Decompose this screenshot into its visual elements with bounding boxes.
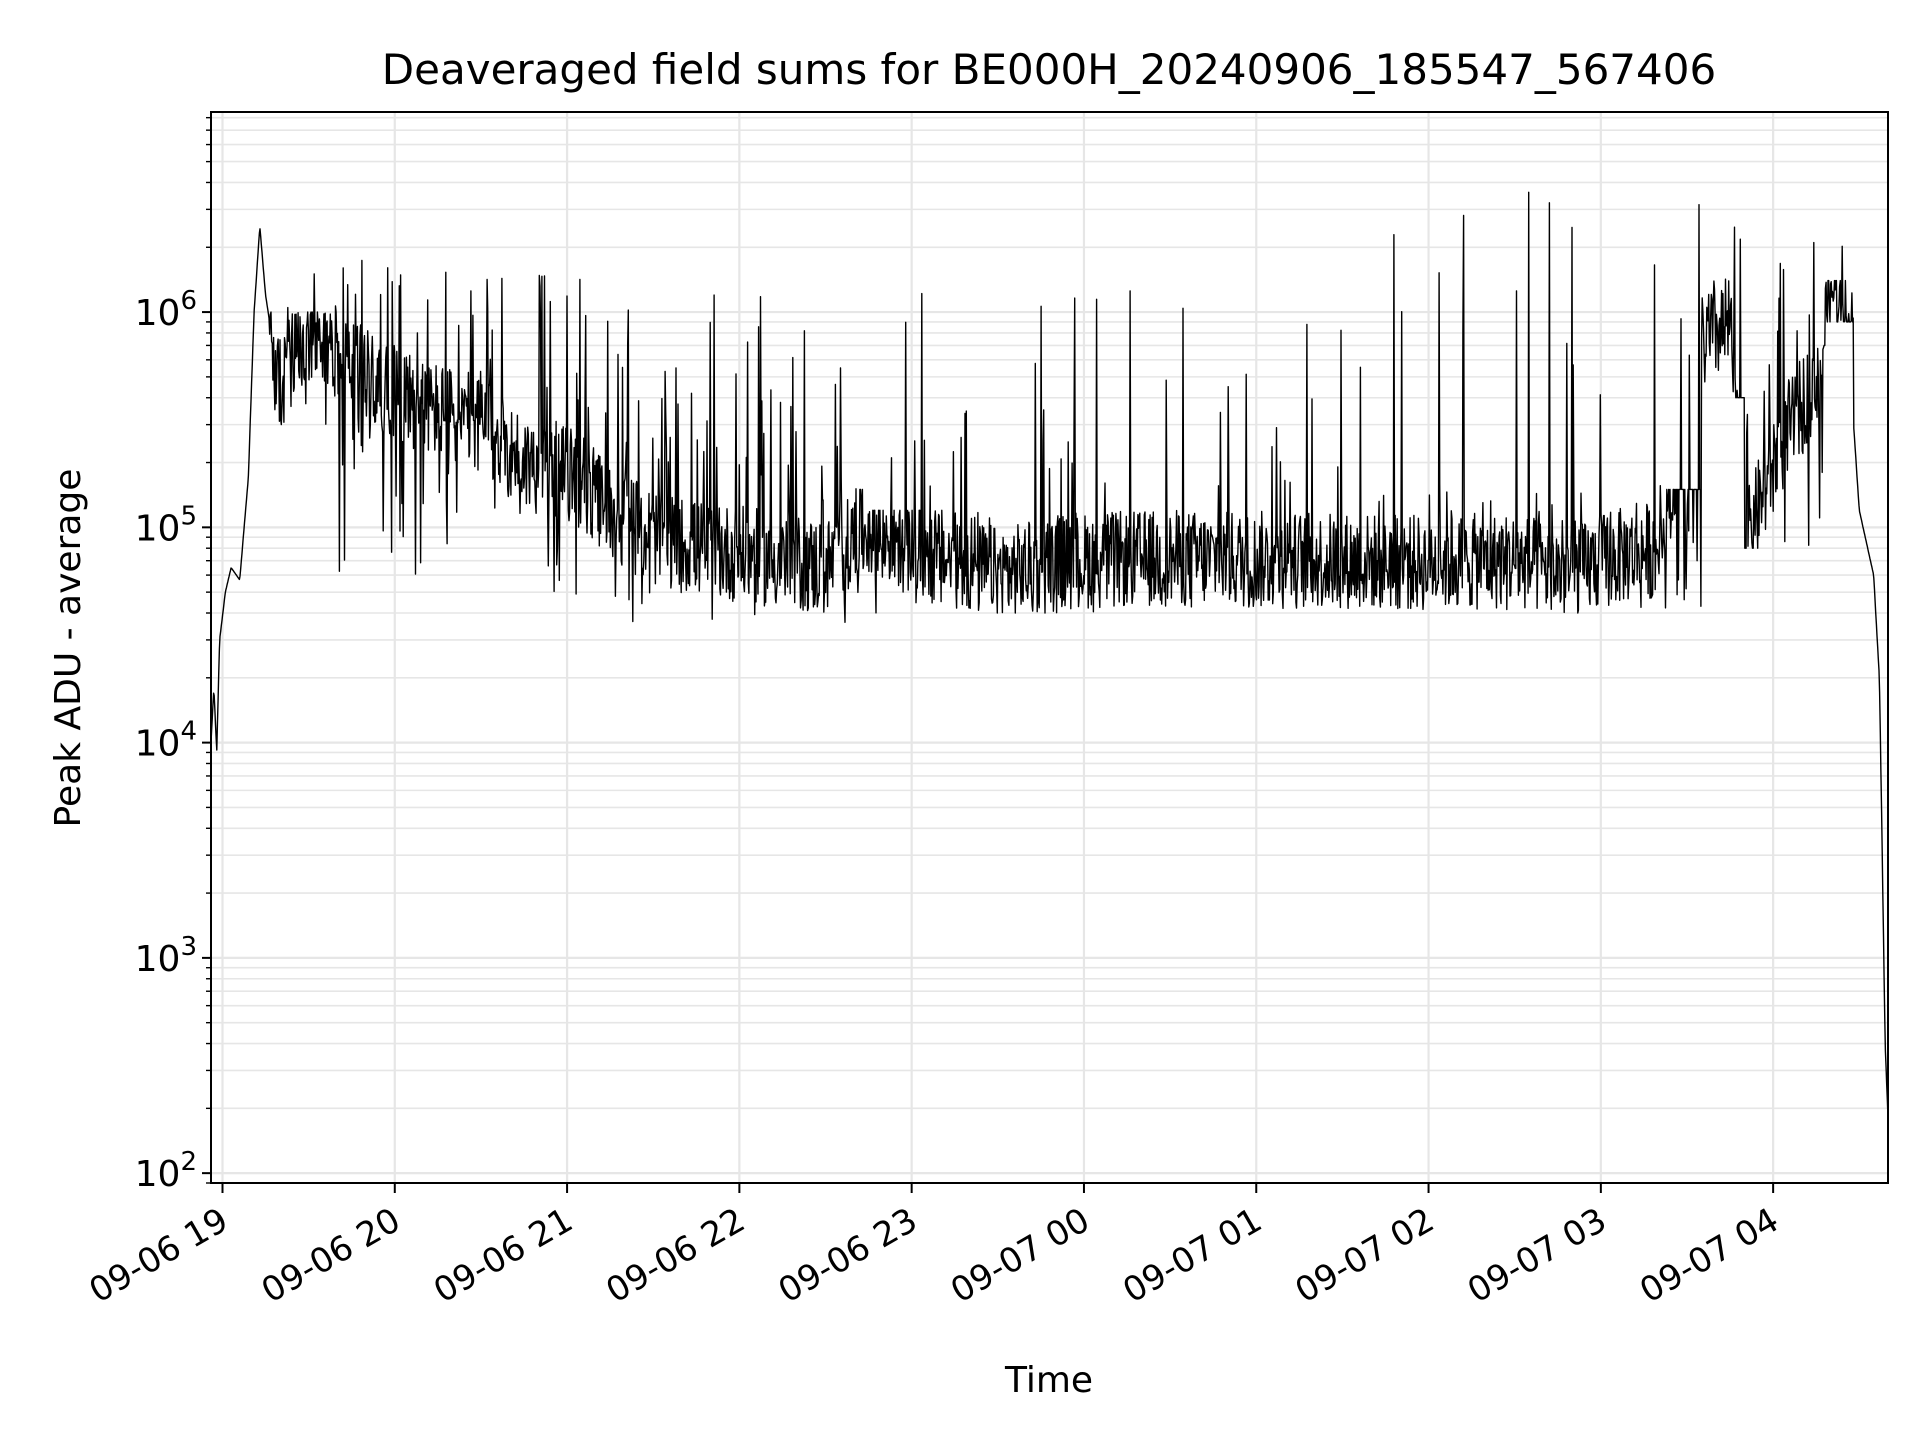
y-tick-label-base: 10 <box>135 508 181 549</box>
grid-layer <box>211 112 1888 1184</box>
x-tick-label: 09-07 00 <box>944 1200 1096 1311</box>
x-tick-label: 09-07 04 <box>1633 1200 1785 1311</box>
y-tick-label: 102 <box>135 1147 197 1195</box>
y-tick-label-base: 10 <box>135 939 181 980</box>
x-axis-label: Time <box>1004 1360 1093 1401</box>
y-tick-label: 104 <box>135 717 197 765</box>
y-tick-label-exponent: 4 <box>180 717 197 747</box>
series-line <box>210 191 1889 1119</box>
y-tick-label: 106 <box>135 286 197 334</box>
x-tick-label: 09-07 02 <box>1289 1200 1441 1311</box>
y-tick-label-exponent: 6 <box>180 286 197 316</box>
y-tick-label: 103 <box>135 932 197 980</box>
x-axis: 09-06 19 09-06 20 09-06 21 09-06 22 09-06 23… <box>83 1183 1786 1311</box>
x-tick-label: 09-06 22 <box>599 1200 751 1311</box>
y-tick-label-exponent: 2 <box>180 1147 197 1177</box>
x-tick-label: 09-06 19 <box>83 1200 235 1311</box>
x-tick-label: 09-06 20 <box>255 1200 407 1311</box>
chart-title: Deaveraged field sums for BE000H_2024090… <box>382 45 1716 94</box>
x-tick-label: 09-07 03 <box>1461 1200 1613 1311</box>
y-tick-label-base: 10 <box>135 1154 181 1195</box>
y-tick-label-base: 10 <box>135 293 181 334</box>
plot-frame <box>210 111 1889 1184</box>
y-tick-label-exponent: 3 <box>180 932 197 962</box>
x-tick-label: 09-06 21 <box>427 1200 579 1311</box>
x-tick-label: 09-07 01 <box>1116 1200 1268 1311</box>
y-tick-label-base: 10 <box>135 724 181 765</box>
y-axis-label: Peak ADU - average <box>48 469 89 828</box>
y-tick-label-exponent: 5 <box>180 501 197 531</box>
line-layer <box>210 191 1889 1119</box>
y-tick-label: 105 <box>135 501 197 549</box>
x-tick-label: 09-06 23 <box>772 1200 924 1311</box>
